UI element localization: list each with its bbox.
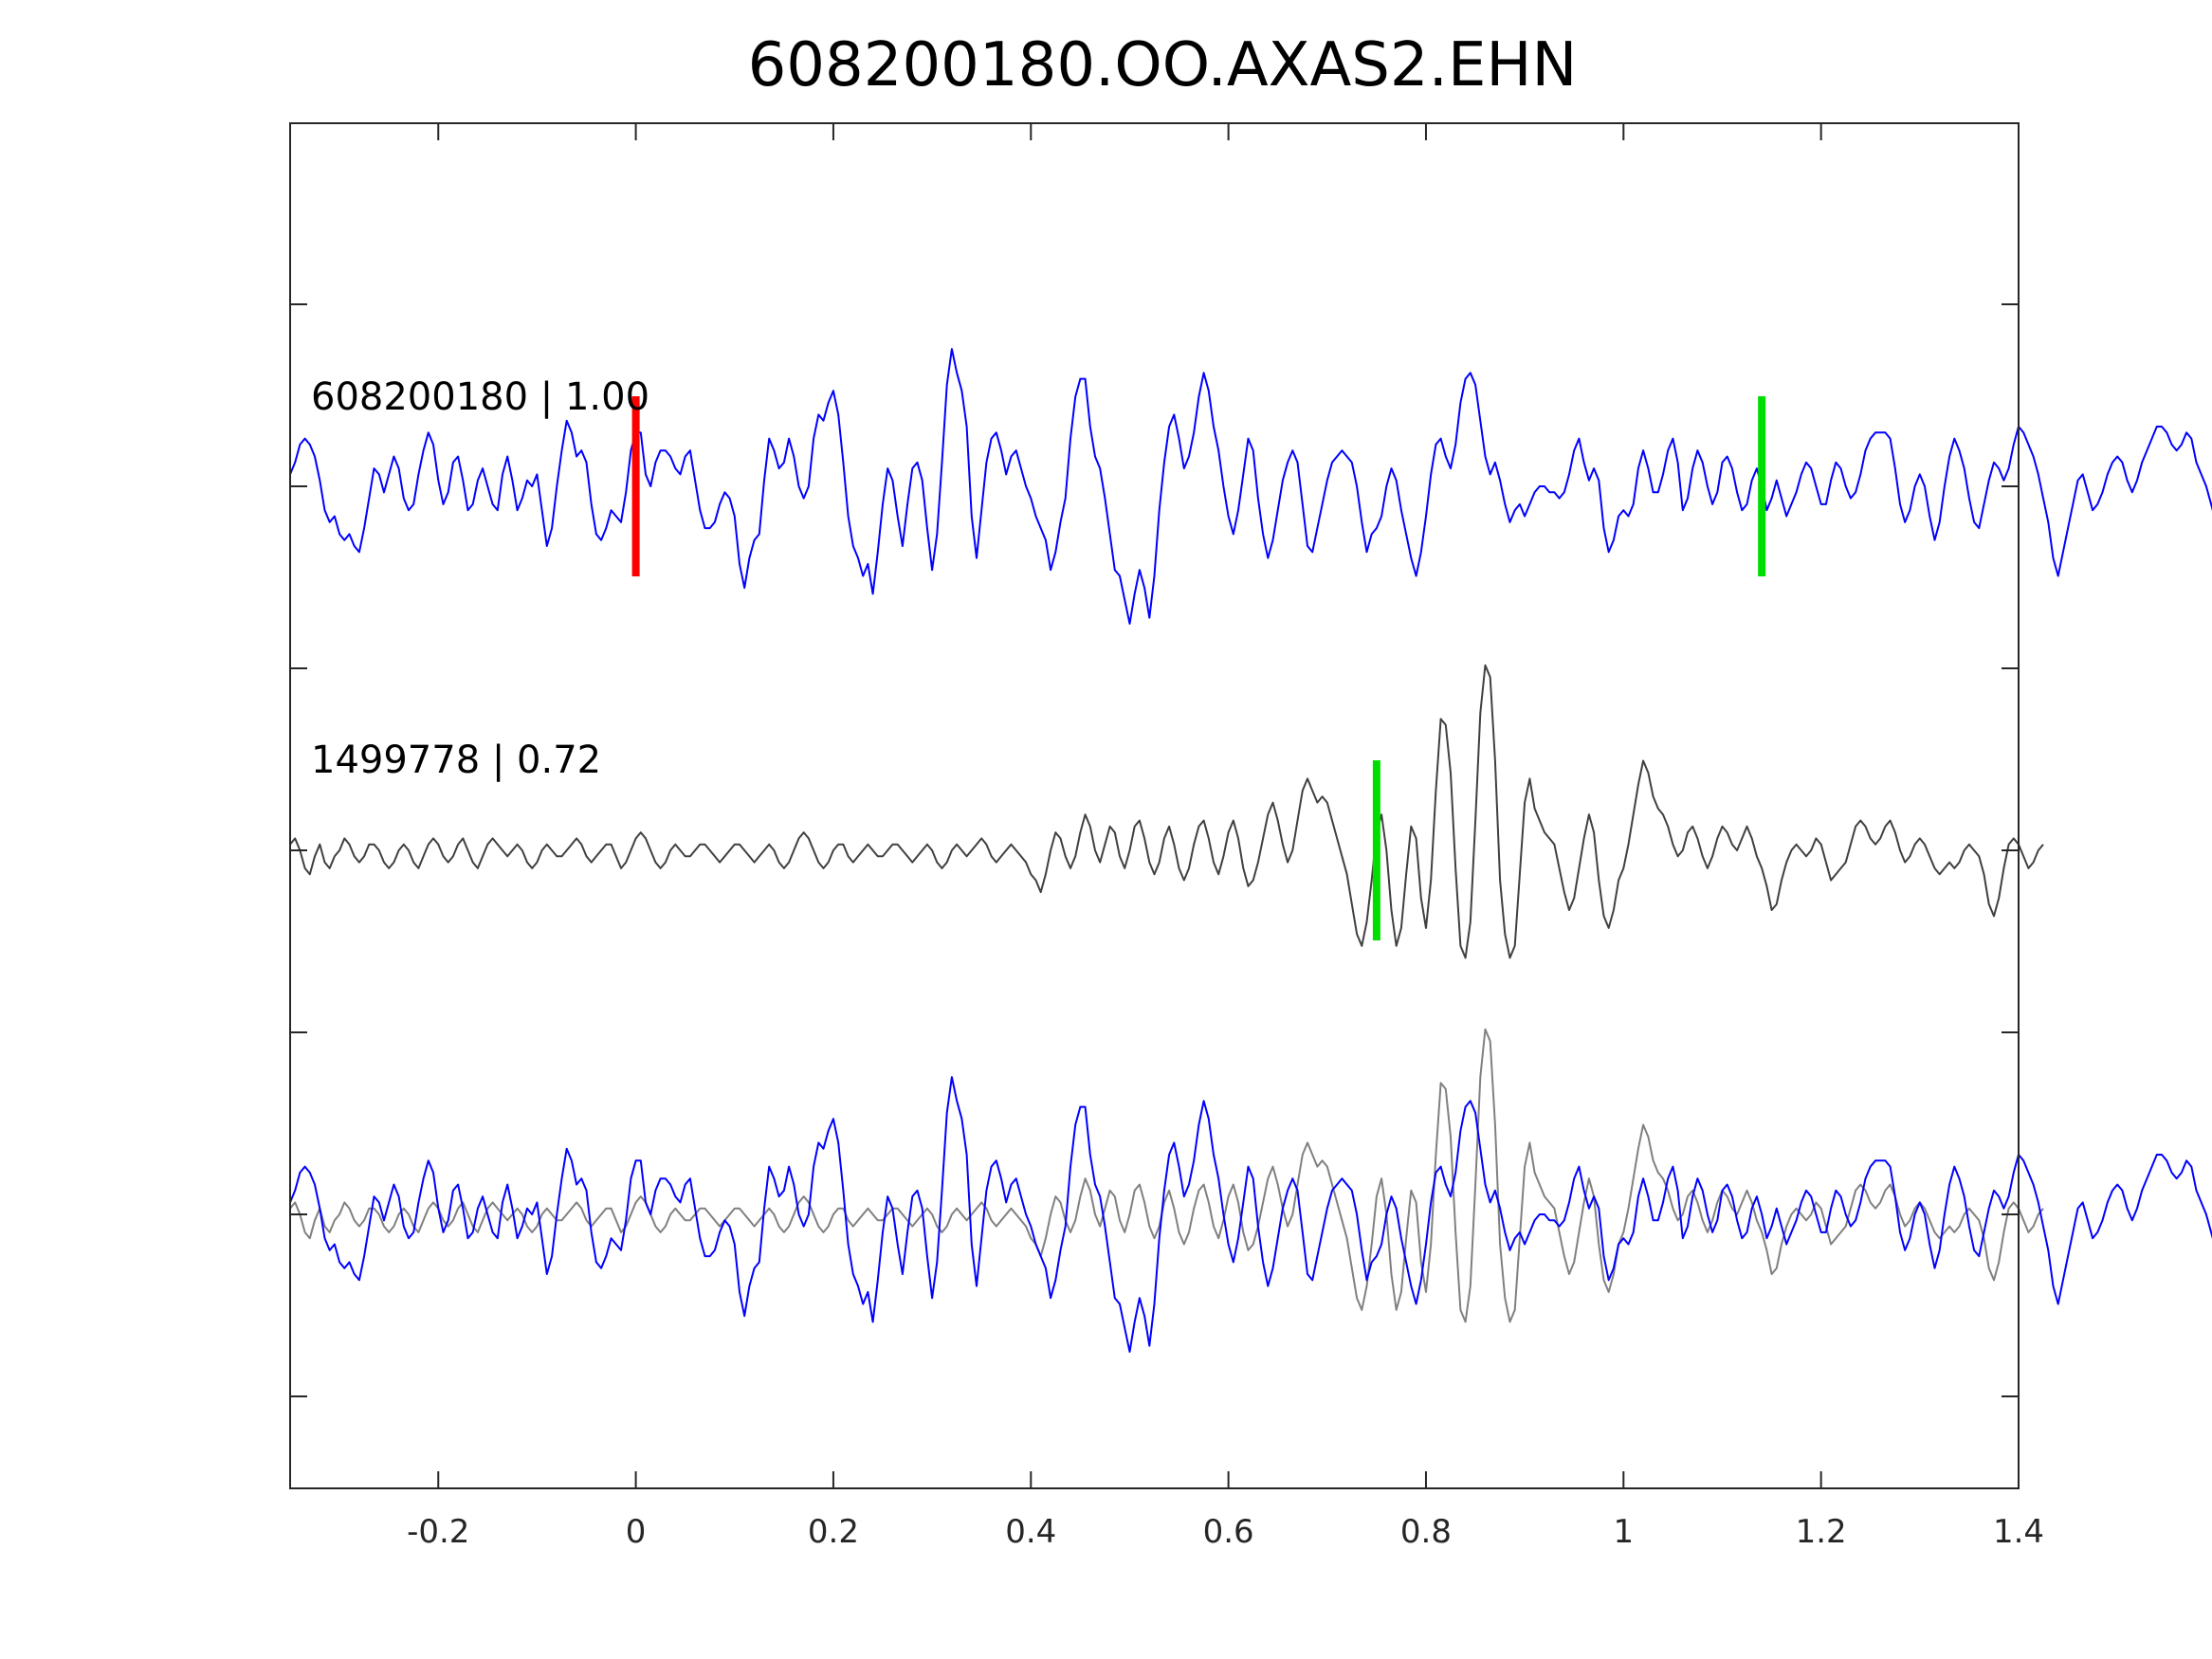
trace-label-1: 608200180 | 1.00 bbox=[311, 375, 649, 419]
chart-title: 608200180.OO.AXAS2.EHN bbox=[748, 30, 1578, 100]
trace-line-2 bbox=[289, 664, 2044, 959]
plot-frame bbox=[289, 122, 2020, 1489]
overlay-trace-line-2 bbox=[289, 1028, 2044, 1323]
x-tick-label: 0.6 bbox=[1203, 1513, 1254, 1551]
picks-layer bbox=[631, 396, 1766, 940]
x-tick-label: 0.8 bbox=[1400, 1513, 1452, 1551]
x-tick-label: 1.4 bbox=[1993, 1513, 2044, 1551]
x-tick-label: 1 bbox=[1613, 1513, 1634, 1551]
x-tick-label: 0.2 bbox=[808, 1513, 859, 1551]
trace-label-2: 1499778 | 0.72 bbox=[311, 738, 601, 782]
x-tick-label: 0.4 bbox=[1005, 1513, 1056, 1551]
x-tick-label: 1.2 bbox=[1796, 1513, 1847, 1551]
axes-layer: -0.2 0 0.2 0.4 0.6 0.8 1 1.2 1.4 bbox=[289, 122, 2044, 1551]
overlay-trace-line-1 bbox=[289, 1076, 2212, 1353]
traces-layer bbox=[289, 348, 2212, 1353]
x-tick-label: -0.2 bbox=[407, 1513, 469, 1551]
x-tick-label: 0 bbox=[626, 1513, 647, 1551]
